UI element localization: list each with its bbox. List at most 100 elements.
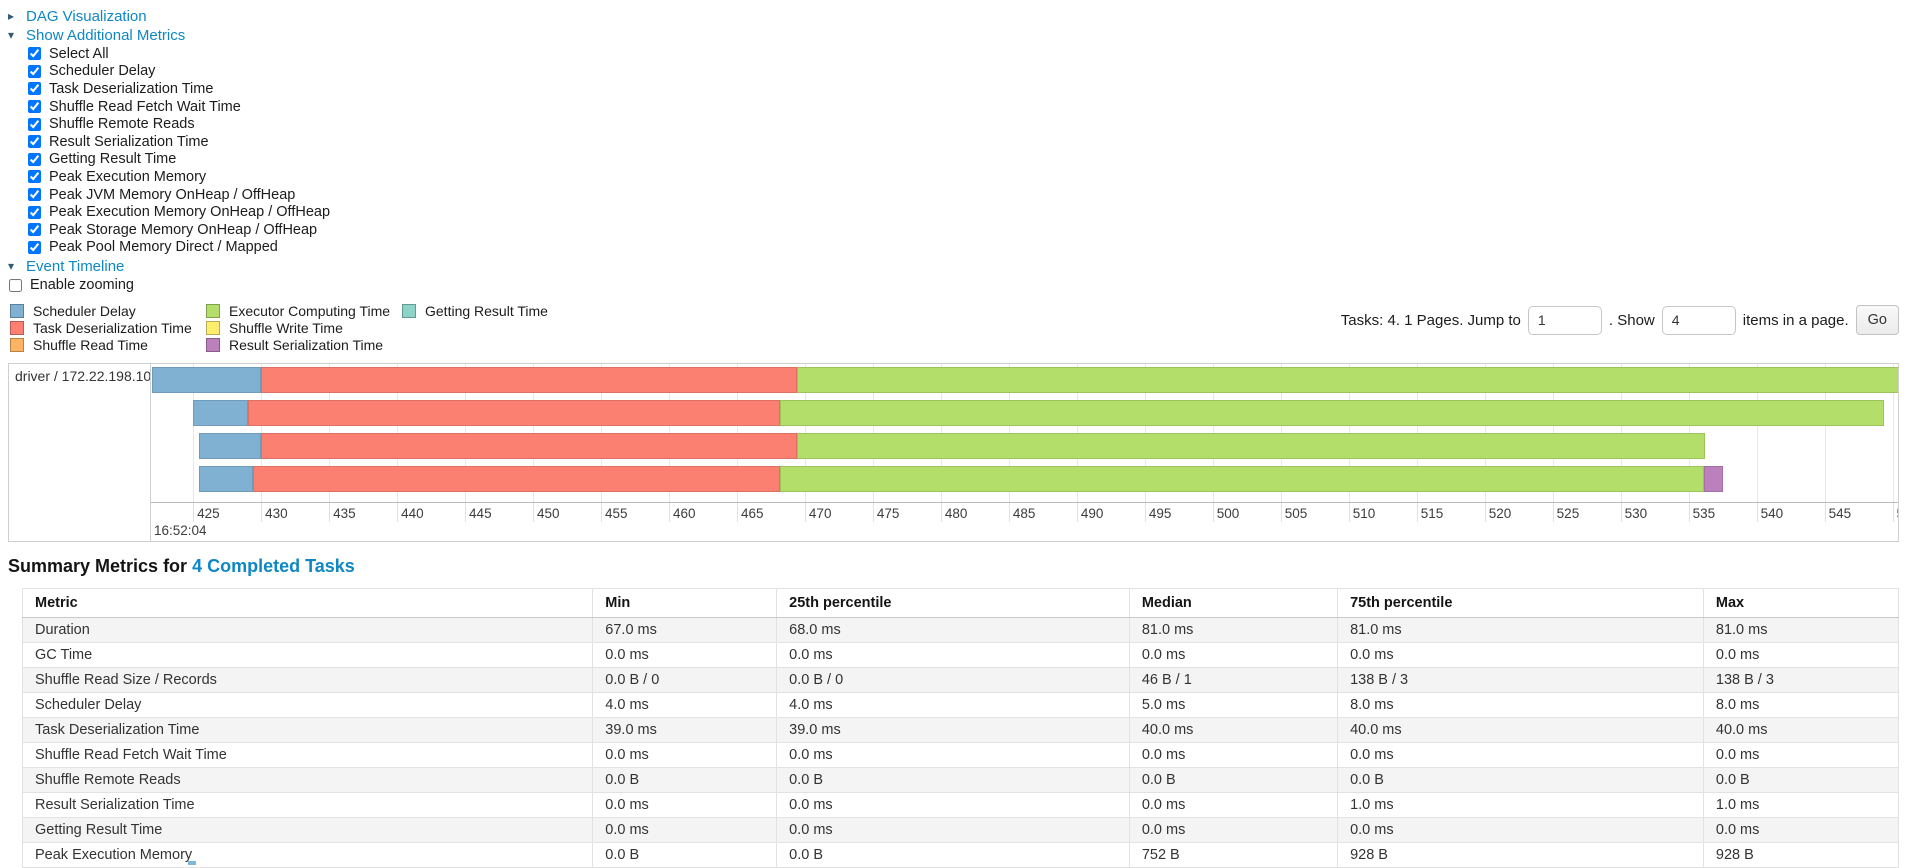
items-per-page-input[interactable] bbox=[1661, 305, 1736, 335]
summary-table-cell: 81.0 ms bbox=[1128, 617, 1339, 644]
metric-checkbox-11[interactable] bbox=[28, 240, 41, 254]
summary-header-cell: Metric bbox=[21, 588, 594, 619]
summary-table-body: Duration 67.0 ms 68.0 ms 81.0 ms 81.0 ms 81.0… bbox=[21, 617, 1900, 868]
summary-table-row: Duration 67.0 ms 68.0 ms 81.0 ms 81.0 ms 81.0… bbox=[21, 617, 1900, 644]
summary-table-cell: 0.0 B bbox=[776, 767, 1130, 794]
summary-table-row: Shuffle Read Size / Records 0.0 B / 0 0.0 … bbox=[21, 667, 1900, 694]
axis-tick-label: 425 bbox=[197, 506, 220, 522]
executor-lane-label: driver / 172.22.198.104 bbox=[9, 364, 151, 542]
axis-tick-mark bbox=[533, 503, 535, 523]
metric-checkbox-5[interactable] bbox=[28, 135, 41, 149]
axis-tick-mark bbox=[1076, 503, 1078, 523]
legend-item: Result Serialization Time bbox=[206, 336, 402, 353]
legend-item: Scheduler Delay bbox=[10, 303, 206, 319]
task-3-segment-task-deserialization[interactable] bbox=[252, 466, 781, 493]
metric-checkbox-label: Result Serialization Time bbox=[49, 133, 209, 150]
summary-title-prefix: Summary Metrics for bbox=[8, 556, 193, 577]
summary-table-cell: 0.0 B / 0 bbox=[592, 667, 778, 694]
metric-checkbox-10[interactable] bbox=[28, 223, 41, 237]
task-3-segment-result-serialization[interactable] bbox=[1703, 466, 1723, 493]
task-0-segment-executor-computing[interactable] bbox=[796, 367, 1898, 394]
task-2-segment-task-deserialization[interactable] bbox=[261, 433, 797, 460]
metric-checkbox-1[interactable] bbox=[28, 64, 41, 78]
metric-checkbox-item: Peak Execution Memory bbox=[28, 168, 1899, 186]
metric-checkbox-3[interactable] bbox=[28, 100, 41, 114]
summary-table-cell: 0.0 ms bbox=[1337, 642, 1704, 669]
axis-tick-mark bbox=[1688, 503, 1690, 523]
go-button[interactable]: Go bbox=[1855, 305, 1899, 336]
summary-table-row: Shuffle Remote Reads 0.0 B 0.0 B 0.0 B 0.0 B… bbox=[21, 767, 1900, 794]
axis-tick-label: 475 bbox=[876, 506, 900, 522]
summary-table-cell: 39.0 ms bbox=[592, 717, 778, 744]
axis-tick-label: 545 bbox=[1828, 506, 1852, 522]
axis-tick-mark bbox=[1824, 503, 1826, 523]
summary-table-cell: 4.0 ms bbox=[592, 692, 778, 719]
summary-table-cell: 5.0 ms bbox=[1128, 692, 1339, 719]
summary-header-cell: Max bbox=[1702, 588, 1900, 619]
legend-label: Task Deserialization Time bbox=[33, 319, 192, 336]
task-1-segment-task-deserialization[interactable] bbox=[247, 400, 781, 427]
summary-table-cell: 0.0 ms bbox=[592, 792, 778, 819]
task-2-segment-executor-computing[interactable] bbox=[796, 433, 1705, 460]
task-3-segment-executor-computing[interactable] bbox=[780, 466, 1704, 493]
summary-table-cell: 0.0 ms bbox=[776, 642, 1130, 669]
summary-table-cell: 4.0 ms bbox=[776, 692, 1130, 719]
axis-tick-label: 455 bbox=[605, 506, 628, 522]
task-2-segment-scheduler-delay[interactable] bbox=[198, 433, 262, 460]
metric-checkbox-2[interactable] bbox=[28, 82, 41, 96]
dag-visualization-toggle[interactable]: ▸ DAG Visualization bbox=[8, 7, 1899, 25]
summary-metrics-title: Summary Metrics for 4 Completed Tasks bbox=[8, 556, 1899, 577]
task-1-segment-scheduler-delay[interactable] bbox=[193, 400, 248, 427]
task-1-segment-executor-computing[interactable] bbox=[780, 400, 1885, 427]
enable-zooming-checkbox[interactable] bbox=[9, 278, 22, 292]
axis-tick-mark bbox=[193, 503, 195, 523]
summary-metrics-table: Metric Min 25th percentile Median 75th perce… bbox=[21, 588, 1900, 868]
gridline bbox=[1892, 364, 1894, 503]
axis-tick-mark bbox=[1620, 503, 1622, 523]
timeline-controls-row: Scheduler Delay Task Deserialization Time… bbox=[8, 303, 1899, 353]
gridline bbox=[1824, 364, 1826, 503]
metric-checkbox-6[interactable] bbox=[28, 152, 41, 166]
legend-item: Executor Computing Time bbox=[206, 303, 402, 319]
axis-tick-mark bbox=[1892, 503, 1894, 523]
show-additional-metrics-toggle[interactable]: ▾ Show Additional Metrics bbox=[8, 26, 1899, 44]
axis-tick-mark bbox=[1348, 503, 1350, 523]
axis-time-label: 16:52:04 bbox=[154, 523, 207, 539]
task-0-segment-task-deserialization[interactable] bbox=[261, 367, 797, 394]
summary-table-cell: 928 B bbox=[1702, 842, 1900, 868]
metric-checkbox-4[interactable] bbox=[28, 117, 41, 131]
completed-tasks-link[interactable]: 4 Completed Tasks bbox=[192, 556, 355, 577]
summary-table-cell: 0.0 ms bbox=[1128, 642, 1339, 669]
metric-checkbox-7[interactable] bbox=[28, 170, 41, 184]
jump-to-page-input[interactable] bbox=[1527, 305, 1602, 335]
axis-tick-label: 500 bbox=[1216, 506, 1240, 522]
metric-checkbox-label: Peak Storage Memory OnHeap / OffHeap bbox=[49, 221, 318, 238]
summary-table-cell: 46 B / 1 bbox=[1128, 667, 1339, 694]
summary-table-cell: 0.0 ms bbox=[1337, 817, 1704, 844]
axis-tick-label: 540 bbox=[1760, 506, 1784, 522]
summary-table-cell: 752 B bbox=[1128, 842, 1339, 868]
pagination-show-text: . Show bbox=[1608, 311, 1655, 329]
axis-tick-label: 465 bbox=[740, 506, 764, 522]
legend-label: Shuffle Write Time bbox=[229, 319, 343, 336]
summary-table-head: Metric Min 25th percentile Median 75th perce… bbox=[21, 588, 1900, 619]
axis-tick-mark bbox=[1484, 503, 1486, 523]
axis-tick-label: 485 bbox=[1012, 506, 1036, 522]
metric-checkbox-9[interactable] bbox=[28, 205, 41, 219]
task-3-segment-scheduler-delay[interactable] bbox=[198, 466, 253, 493]
axis-tick-label: 515 bbox=[1420, 506, 1444, 522]
metric-checkbox-item: Peak JVM Memory OnHeap / OffHeap bbox=[28, 186, 1899, 204]
metric-checkbox-0[interactable] bbox=[28, 47, 41, 61]
event-timeline-toggle[interactable]: ▾ Event Timeline bbox=[8, 257, 1899, 275]
summary-table-cell: Getting Result Time bbox=[21, 817, 594, 844]
event-timeline-chart: driver / 172.22.198.104 16:52:04 425 430 4… bbox=[8, 363, 1899, 543]
task-0-segment-scheduler-delay[interactable] bbox=[152, 367, 262, 394]
axis-tick-mark bbox=[397, 503, 399, 523]
metric-checkbox-item: Scheduler Delay bbox=[28, 63, 1899, 81]
axis-tick-label: 445 bbox=[469, 506, 492, 522]
metric-checkbox-8[interactable] bbox=[28, 188, 41, 202]
summary-table-cell: 0.0 ms bbox=[592, 642, 778, 669]
legend-label: Result Serialization Time bbox=[229, 336, 384, 353]
metric-checkbox-label: Shuffle Read Fetch Wait Time bbox=[49, 98, 241, 115]
metrics-checkbox-list: Select All Scheduler Delay Task Deserializ… bbox=[28, 45, 1899, 256]
